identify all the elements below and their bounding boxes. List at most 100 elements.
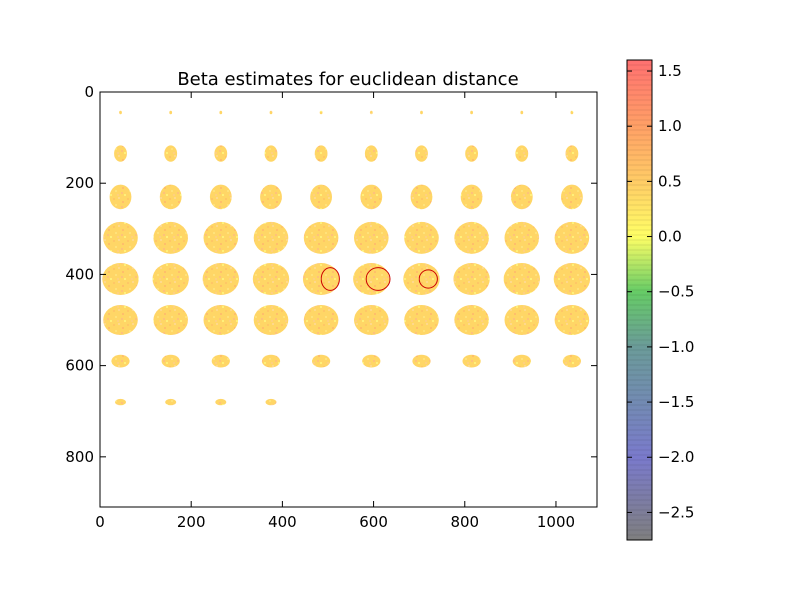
brain-slice: [561, 184, 583, 210]
highlight-ellipse: [418, 269, 438, 289]
colorbar-frame: [626, 59, 653, 541]
brain-slice: [115, 398, 126, 406]
brain-slice: [161, 354, 180, 368]
y-tick-label: 200: [65, 174, 94, 192]
brain-slice: [165, 398, 177, 406]
x-tick-label: 600: [359, 513, 388, 531]
brain-slice: [111, 354, 130, 368]
brain-slice: [512, 354, 531, 368]
brain-slice: [470, 110, 473, 115]
brain-slice: [554, 221, 590, 254]
brain-slice: [354, 221, 389, 254]
brain-slice: [169, 110, 173, 115]
brain-slice: [360, 184, 383, 210]
colorbar-tick-label: −2.0: [658, 448, 694, 466]
y-tick-label: 800: [65, 448, 94, 466]
colorbar-tick-label: −0.5: [658, 283, 694, 301]
highlight-ellipse: [320, 267, 340, 291]
brain-slice: [159, 184, 182, 210]
brain-slice: [319, 110, 323, 115]
slice-mosaic: [102, 110, 591, 406]
brain-slice: [453, 263, 490, 295]
brain-slice: [465, 145, 478, 162]
brain-slice: [109, 184, 132, 210]
brain-slice: [203, 221, 239, 254]
brain-slice: [252, 263, 290, 295]
brain-slice: [215, 398, 227, 406]
brain-slice: [312, 354, 331, 368]
brain-slice: [404, 305, 439, 335]
brain-slice: [454, 221, 489, 254]
brain-slice: [153, 305, 188, 335]
brain-slice: [504, 305, 540, 335]
brain-slice: [103, 305, 138, 335]
x-tick-label: 200: [177, 513, 206, 531]
brain-slice: [462, 354, 481, 368]
brain-slice: [153, 221, 188, 254]
y-tick-label: 0: [84, 83, 94, 101]
axes-frame: [99, 91, 598, 508]
brain-slice: [314, 145, 328, 162]
brain-slice: [403, 263, 440, 295]
brain-slice: [369, 110, 373, 115]
colorbar: 1.5 1.0 0.5 0.0 −0.5 −1.0 −1.5 −2.0 −2.5: [626, 59, 694, 541]
brain-slice: [269, 110, 273, 115]
axes-background: [100, 92, 597, 507]
brain-slice: [404, 221, 439, 254]
colorbar-tick-label: 0.0: [658, 228, 682, 246]
brain-slice: [209, 184, 232, 210]
plot-area: 0 200 400 600 800 1000 0 200 400 600 800: [65, 83, 598, 531]
chart-title: Beta estimates for euclidean distance: [177, 69, 518, 90]
colorbar-tick-label: 0.5: [658, 172, 682, 190]
brain-slice: [362, 354, 381, 368]
brain-slice: [520, 110, 524, 115]
brain-slice: [203, 305, 239, 335]
colorbar-tick-label: 1.5: [658, 62, 682, 80]
brain-slice: [562, 354, 582, 368]
y-tick-label: 600: [65, 357, 94, 375]
brain-slice: [554, 305, 590, 335]
colorbar-tick-label: −1.5: [658, 393, 694, 411]
brain-slice: [454, 305, 489, 335]
brain-slice: [261, 354, 281, 368]
brain-slice: [412, 354, 431, 368]
brain-slice: [415, 145, 428, 162]
brain-slice: [310, 184, 332, 210]
brain-slice: [504, 221, 540, 254]
brain-slice: [219, 110, 223, 115]
brain-slice: [114, 145, 127, 162]
brain-slice: [214, 145, 228, 162]
y-tick-label: 400: [65, 265, 94, 283]
brain-slice: [303, 305, 339, 335]
brain-slice: [253, 305, 289, 335]
brain-slice: [164, 145, 178, 162]
x-tick-label: 0: [95, 513, 105, 531]
brain-slice: [264, 145, 278, 162]
brain-slice: [202, 263, 239, 295]
highlight-ellipse: [365, 267, 391, 291]
brain-slice: [303, 221, 339, 254]
brain-slice: [102, 263, 139, 295]
brain-slice: [211, 354, 230, 368]
brain-slice: [410, 184, 433, 210]
brain-slice: [510, 184, 533, 210]
colorbar-fill: [627, 60, 652, 540]
brain-slice: [515, 145, 529, 162]
brain-slice: [420, 110, 423, 115]
brain-slice: [265, 398, 277, 406]
brain-slice: [565, 145, 579, 162]
colorbar-tick-label: −2.5: [658, 503, 694, 521]
brain-slice: [503, 263, 540, 295]
brain-slice: [353, 263, 390, 295]
brain-slice: [260, 184, 282, 210]
x-tick-label: 800: [450, 513, 479, 531]
brain-slice: [103, 221, 138, 254]
colorbar-tick-label: −1.0: [658, 338, 694, 356]
colorbar-tick-label: 1.0: [658, 117, 682, 135]
brain-slice: [354, 305, 389, 335]
x-tick-label: 400: [268, 513, 297, 531]
brain-slice: [460, 184, 483, 210]
brain-slice: [119, 110, 122, 115]
x-tick-label: 1000: [537, 513, 575, 531]
